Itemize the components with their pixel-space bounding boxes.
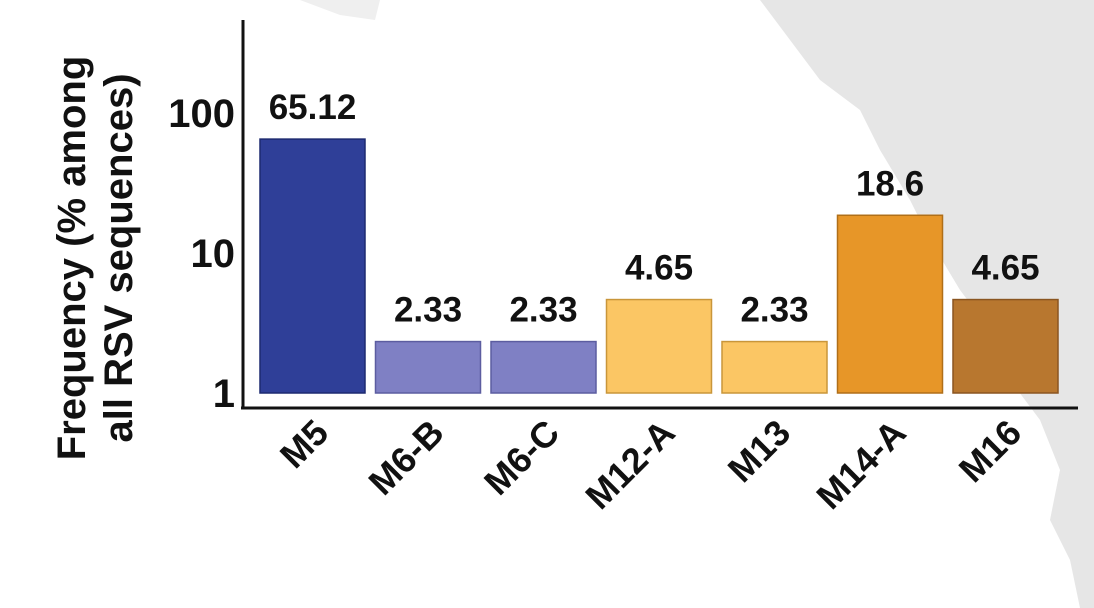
- data-label: 4.65: [971, 249, 1039, 288]
- y-axis-title-line: all RSV sequences): [97, 73, 141, 442]
- bar: [836, 214, 944, 394]
- y-ticks-group: 1 10 100: [168, 92, 235, 416]
- x-tick-label: M13: [720, 412, 799, 491]
- x-tick-label: M6-B: [360, 412, 451, 503]
- y-axis-title: Frequency (% among all RSV sequences): [50, 56, 141, 461]
- bar: [605, 298, 713, 394]
- bar: [259, 138, 366, 394]
- data-label: 4.65: [625, 249, 693, 288]
- y-axis-title-line: Frequency (% among: [50, 56, 94, 461]
- data-label: 2.33: [740, 291, 808, 330]
- y-tick-label: 1: [213, 372, 235, 416]
- bar: [490, 340, 597, 394]
- bar: [721, 340, 828, 394]
- y-tick-label: 100: [168, 92, 235, 136]
- background-map-shape: [300, 0, 1094, 608]
- data-label: 2.33: [394, 291, 462, 330]
- y-tick-label: 10: [191, 232, 236, 276]
- bar: [952, 298, 1059, 394]
- data-label: 18.6: [856, 164, 924, 203]
- data-label: 65.12: [269, 88, 357, 127]
- bar: [374, 340, 482, 394]
- data-label: 2.33: [509, 291, 577, 330]
- x-tick-label: M16: [951, 412, 1030, 491]
- x-tick-label: M5: [272, 412, 336, 476]
- x-tick-label: M14-A: [808, 412, 913, 517]
- x-tick-label: M6-C: [476, 412, 567, 503]
- bars-group: [259, 138, 1059, 394]
- value-labels-group: 65.12 2.33 2.33 4.65 2.33 18.6 4.65: [269, 88, 1040, 329]
- x-tick-label: M12-A: [577, 412, 682, 517]
- axes-group: [241, 20, 1078, 410]
- x-labels-group: M5 M6-B M6-C M12-A M13 M14-A M16: [272, 412, 1029, 517]
